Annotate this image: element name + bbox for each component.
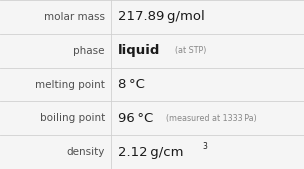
Text: 217.89 g/mol: 217.89 g/mol <box>118 10 205 23</box>
Text: melting point: melting point <box>35 79 105 90</box>
Text: liquid: liquid <box>118 44 160 57</box>
Text: density: density <box>67 147 105 157</box>
Text: molar mass: molar mass <box>44 12 105 22</box>
Text: boiling point: boiling point <box>40 113 105 123</box>
Text: phase: phase <box>74 46 105 56</box>
Text: 8 °C: 8 °C <box>118 78 145 91</box>
Text: 96 °C: 96 °C <box>118 112 153 125</box>
Text: (measured at 1333 Pa): (measured at 1333 Pa) <box>167 114 257 123</box>
Text: 3: 3 <box>202 141 207 151</box>
Text: (at STP): (at STP) <box>174 46 206 55</box>
Text: 2.12 g/cm: 2.12 g/cm <box>118 146 183 159</box>
